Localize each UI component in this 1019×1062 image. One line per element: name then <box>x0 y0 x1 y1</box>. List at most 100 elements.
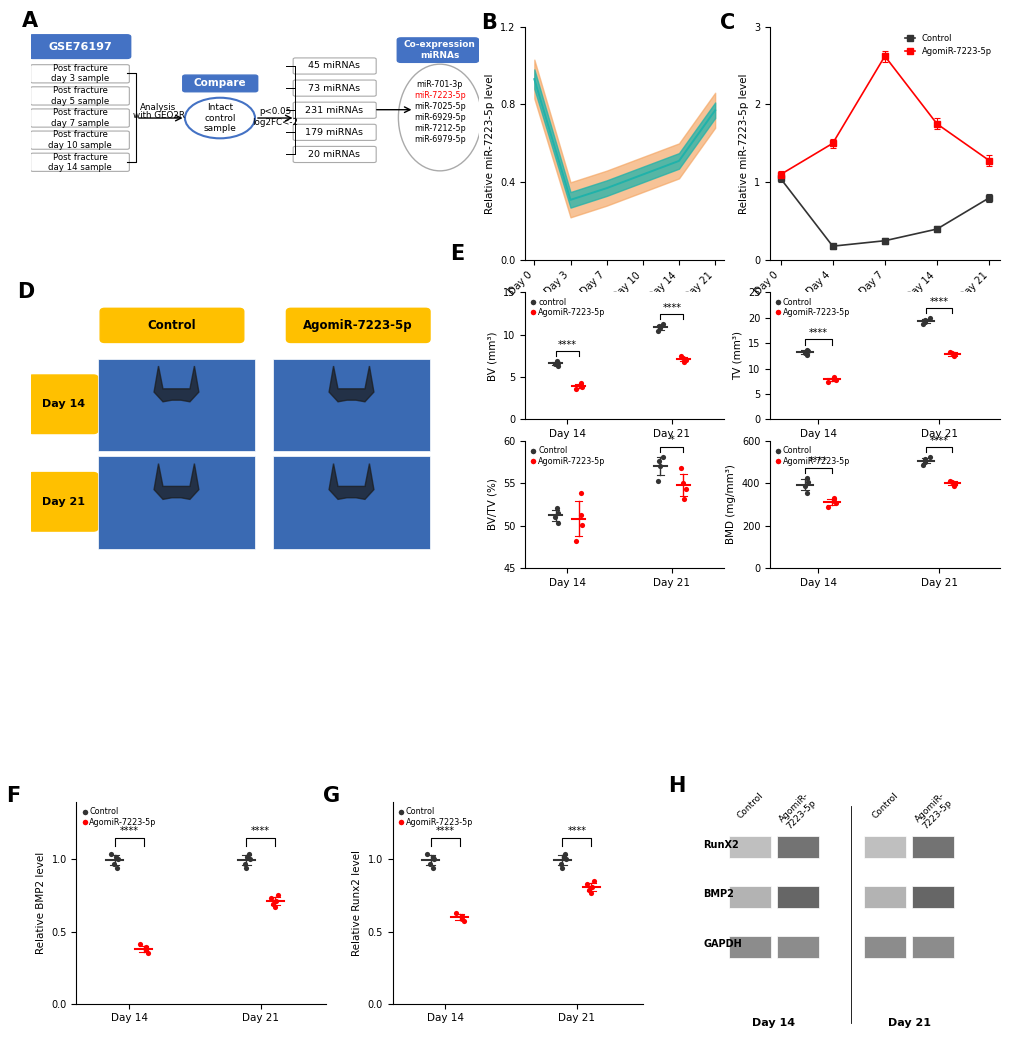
Point <box>650 318 666 335</box>
Point <box>943 345 959 362</box>
Point <box>103 845 119 862</box>
Point <box>267 893 283 910</box>
Text: Analysis: Analysis <box>141 103 176 112</box>
Text: Post fracture
day 7 sample: Post fracture day 7 sample <box>51 108 109 127</box>
Text: log2FC<-2: log2FC<-2 <box>252 118 298 127</box>
Point <box>942 473 958 490</box>
Text: with GEO2R: with GEO2R <box>132 110 184 120</box>
Point <box>140 945 156 962</box>
Point <box>799 474 815 491</box>
Point <box>799 484 815 501</box>
Y-axis label: Relative Runx2 level: Relative Runx2 level <box>352 850 362 956</box>
Text: 45 miRNAs: 45 miRNAs <box>308 62 360 70</box>
Point <box>826 494 843 511</box>
Point <box>548 499 565 516</box>
Bar <box>729 886 770 908</box>
Bar <box>863 836 906 858</box>
Point <box>556 845 573 862</box>
Point <box>825 371 842 388</box>
Text: p<0.05: p<0.05 <box>259 107 291 116</box>
Point <box>826 372 843 389</box>
Point <box>916 311 932 328</box>
Y-axis label: BV (mm³): BV (mm³) <box>487 331 497 380</box>
Y-axis label: TV (mm³): TV (mm³) <box>732 331 742 380</box>
FancyBboxPatch shape <box>292 58 376 74</box>
Text: miR-6979-5p: miR-6979-5p <box>414 135 466 144</box>
Point <box>419 845 435 862</box>
Point <box>796 478 812 495</box>
Point <box>673 460 689 477</box>
Point <box>239 849 256 866</box>
Point <box>574 516 590 533</box>
Text: H: H <box>668 776 686 795</box>
Point <box>676 354 692 371</box>
Bar <box>911 836 954 858</box>
Point <box>825 369 842 386</box>
Legend: Control, AgomiR-7223-5p: Control, AgomiR-7223-5p <box>529 445 606 467</box>
Point <box>240 845 257 862</box>
Point <box>106 855 122 872</box>
Text: 20 miRNAs: 20 miRNAs <box>308 150 360 159</box>
Point <box>920 449 936 466</box>
Point <box>650 452 666 469</box>
Legend: Control, AgomiR-7223-5p: Control, AgomiR-7223-5p <box>901 31 995 59</box>
Point <box>586 873 602 890</box>
Point <box>649 323 665 340</box>
Text: 73 miRNAs: 73 miRNAs <box>308 84 360 92</box>
FancyBboxPatch shape <box>31 65 129 83</box>
Bar <box>911 886 954 908</box>
Text: miR-701-3p: miR-701-3p <box>417 81 463 89</box>
Point <box>675 349 691 366</box>
Point <box>572 485 588 502</box>
FancyBboxPatch shape <box>286 308 430 342</box>
Point <box>422 855 438 872</box>
Text: AgomiR-7223-5p: AgomiR-7223-5p <box>303 319 413 332</box>
Text: GAPDH: GAPDH <box>702 940 741 949</box>
Point <box>916 313 932 330</box>
Point <box>131 936 148 953</box>
Text: BMP2: BMP2 <box>702 890 734 900</box>
Ellipse shape <box>398 64 481 171</box>
Point <box>914 315 930 332</box>
Point <box>546 509 562 526</box>
Point <box>825 492 842 509</box>
Text: 231 miRNAs: 231 miRNAs <box>305 106 363 115</box>
Point <box>651 458 667 475</box>
Point <box>796 344 812 361</box>
Text: Control: Control <box>869 791 899 820</box>
Point <box>549 358 566 375</box>
Point <box>549 354 566 371</box>
FancyBboxPatch shape <box>182 75 258 91</box>
Point <box>825 490 842 507</box>
Text: AgomiR-
7223-5p: AgomiR- 7223-5p <box>912 791 953 832</box>
Bar <box>273 457 430 549</box>
Point <box>266 898 282 915</box>
Point <box>567 532 583 549</box>
Text: Post fracture
day 3 sample: Post fracture day 3 sample <box>51 64 109 84</box>
Polygon shape <box>329 366 374 401</box>
Text: D: D <box>17 281 35 302</box>
Y-axis label: BMD (mg/mm³): BMD (mg/mm³) <box>726 464 736 545</box>
FancyBboxPatch shape <box>396 38 478 63</box>
Point <box>236 855 253 872</box>
Text: miR-7223-5p: miR-7223-5p <box>414 91 466 101</box>
Text: A: A <box>21 11 38 31</box>
Text: ****: **** <box>567 825 586 836</box>
Point <box>552 855 569 872</box>
Point <box>945 477 961 494</box>
Point <box>424 849 440 866</box>
Point <box>920 310 936 327</box>
Text: Post fracture
day 14 sample: Post fracture day 14 sample <box>48 153 112 172</box>
Point <box>654 315 671 332</box>
Bar <box>273 359 430 451</box>
Text: Control: Control <box>735 791 764 820</box>
Point <box>580 881 596 898</box>
Point <box>583 878 599 895</box>
Text: ****: **** <box>251 825 270 836</box>
Text: miR-7025-5p: miR-7025-5p <box>414 102 466 112</box>
Point <box>567 380 583 397</box>
Polygon shape <box>154 464 199 499</box>
Text: miR-7212-5p: miR-7212-5p <box>414 124 466 133</box>
Point <box>455 913 472 930</box>
Point <box>582 884 598 901</box>
